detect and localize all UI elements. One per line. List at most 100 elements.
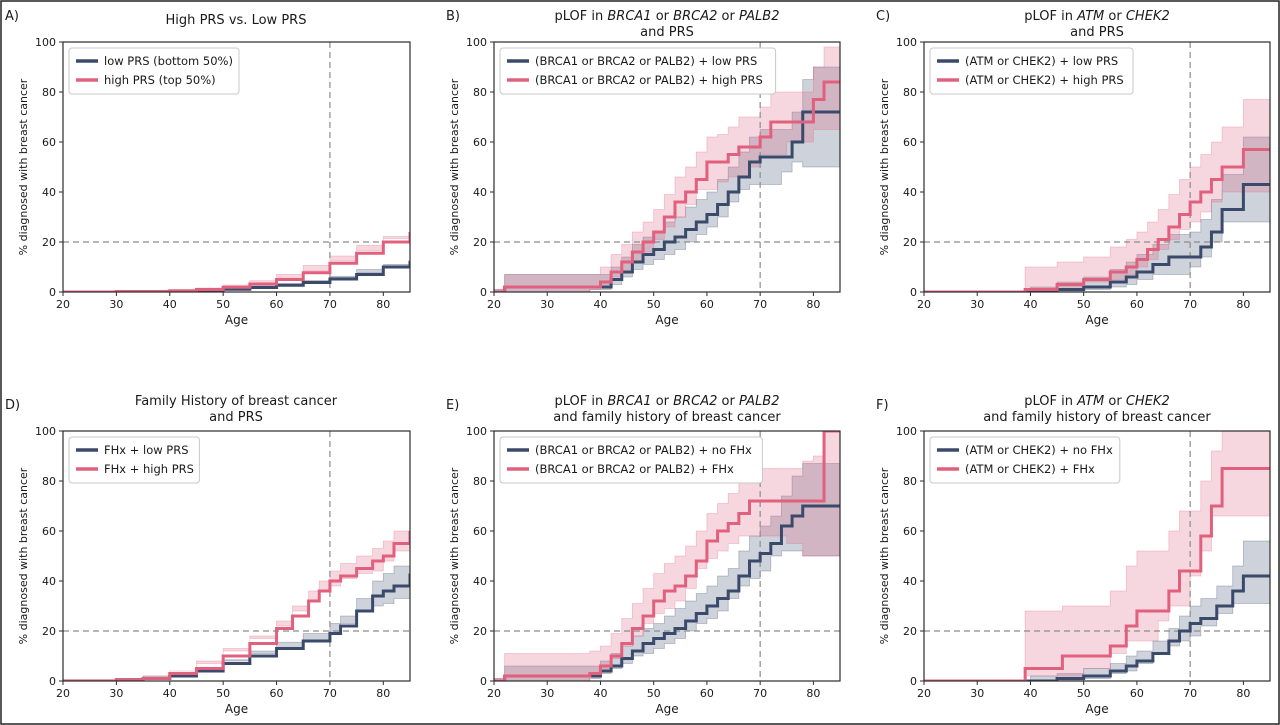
axes-frame (62, 41, 411, 293)
x-tick-label: 50 (1077, 687, 1091, 700)
axes-frame (493, 41, 841, 293)
x-tick-label: 30 (540, 687, 554, 700)
y-axis-label: % diagnosed with breast cancer (17, 78, 30, 255)
x-tick-label: 20 (56, 298, 70, 311)
x-axis-label: Age (225, 702, 248, 716)
confidence-band-1 (924, 114, 1270, 292)
legend-frame (499, 436, 763, 484)
y-tick-label: 60 (903, 136, 917, 149)
legend: (ATM or CHEK2) + no FHx (ATM or CHEK2) + … (929, 436, 1121, 484)
series-line-2 (494, 431, 840, 681)
x-tick-label: 20 (487, 298, 501, 311)
y-tick-label: 80 (42, 475, 56, 488)
x-tick-label: 30 (540, 298, 554, 311)
y-tick-label: 0 (49, 675, 56, 688)
x-tick-label: 40 (593, 687, 607, 700)
y-tick-label: 20 (42, 236, 56, 249)
axes-frame (62, 430, 411, 682)
x-tick-label: 50 (647, 687, 661, 700)
plot-area (494, 431, 840, 681)
x-tick-label: 70 (1183, 687, 1197, 700)
legend-entry: (BRCA1 or BRCA2 or PALB2) + high PRS (535, 73, 763, 87)
y-tick-label: 60 (903, 525, 917, 538)
legend-frame (499, 47, 777, 95)
panel-label: F) (876, 398, 889, 413)
chart-title-line: and PRS (640, 25, 694, 40)
confidence-band-2 (924, 99, 1270, 292)
x-tick-label: 30 (109, 687, 123, 700)
series-line-2 (924, 467, 1270, 681)
series-line-1 (924, 183, 1270, 292)
chart-title-line: Family History of breast cancer (135, 394, 338, 409)
plot-area (63, 431, 410, 681)
legend-entry: (ATM or CHEK2) + low PRS (965, 54, 1118, 68)
legend-entry: high PRS (top 50%) (104, 73, 216, 87)
x-tick-label: 20 (917, 687, 931, 700)
series-line-1 (494, 504, 840, 681)
x-tick-label: 70 (753, 687, 767, 700)
chart-title-line: pLOF in ATM or CHEK2 (1024, 394, 1169, 409)
x-tick-label: 20 (56, 687, 70, 700)
chart-title-line: pLOF in ATM or CHEK2 (1024, 9, 1169, 24)
panel-label: E) (446, 398, 459, 413)
chart-title-line: pLOF in BRCA1 or BRCA2 or PALB2 (554, 9, 779, 24)
x-tick-label: 60 (270, 687, 284, 700)
legend: (BRCA1 or BRCA2 or PALB2) + low PRS (BRCA… (499, 47, 777, 95)
x-tick-label: 60 (700, 687, 714, 700)
x-tick-label: 40 (163, 687, 177, 700)
legend-frame (929, 47, 1134, 95)
y-axis-label: % diagnosed with breast cancer (17, 467, 30, 644)
legend-frame (68, 436, 200, 484)
x-tick-label: 30 (970, 687, 984, 700)
x-tick-label: 80 (806, 687, 820, 700)
x-tick-label: 20 (917, 298, 931, 311)
y-tick-label: 20 (903, 625, 917, 638)
legend-frame (68, 47, 240, 95)
legend-entry: (BRCA1 or BRCA2 or PALB2) + no FHx (535, 443, 752, 457)
y-tick-label: 0 (480, 675, 487, 688)
chart-title-line: High PRS vs. Low PRS (166, 13, 307, 28)
x-tick-label: 70 (753, 298, 767, 311)
series-line-2 (494, 80, 840, 292)
panel-label: B) (446, 9, 460, 24)
chart-title-line: pLOF in BRCA1 or BRCA2 or PALB2 (554, 394, 779, 409)
legend-entry: FHx + low PRS (104, 443, 189, 457)
y-axis-label: % diagnosed with breast cancer (878, 78, 891, 255)
panel-label: A) (5, 9, 19, 24)
plot-area (924, 42, 1270, 292)
y-tick-label: 80 (473, 475, 487, 488)
legend-entry: low PRS (bottom 50%) (104, 54, 233, 68)
x-axis-label: Age (225, 313, 248, 327)
legend-entry: FHx + high PRS (104, 462, 194, 476)
y-tick-label: 60 (42, 136, 56, 149)
y-tick-label: 40 (42, 186, 56, 199)
legend-entry: (ATM or CHEK2) + FHx (965, 462, 1095, 476)
legend: (BRCA1 or BRCA2 or PALB2) + no FHx (BRCA1… (499, 436, 763, 484)
y-tick-label: 20 (903, 236, 917, 249)
y-tick-label: 60 (473, 525, 487, 538)
y-tick-label: 40 (903, 575, 917, 588)
y-tick-label: 100 (466, 425, 487, 438)
series-line-2 (924, 148, 1270, 292)
x-tick-label: 60 (1130, 687, 1144, 700)
y-tick-label: 0 (49, 286, 56, 299)
y-tick-label: 80 (903, 475, 917, 488)
axes-frame (923, 41, 1271, 293)
axes-frame (493, 430, 841, 682)
y-tick-label: 20 (473, 625, 487, 638)
y-tick-label: 0 (910, 675, 917, 688)
panel-label: C) (876, 9, 890, 24)
x-tick-label: 60 (700, 298, 714, 311)
x-tick-label: 30 (970, 298, 984, 311)
x-tick-label: 70 (323, 298, 337, 311)
x-tick-label: 70 (1183, 298, 1197, 311)
chart-title-line: and family history of breast cancer (983, 410, 1211, 425)
legend-frame (929, 436, 1121, 484)
series-line-2 (63, 232, 410, 292)
y-tick-label: 20 (42, 625, 56, 638)
legend-entry: (BRCA1 or BRCA2 or PALB2) + FHx (535, 462, 734, 476)
